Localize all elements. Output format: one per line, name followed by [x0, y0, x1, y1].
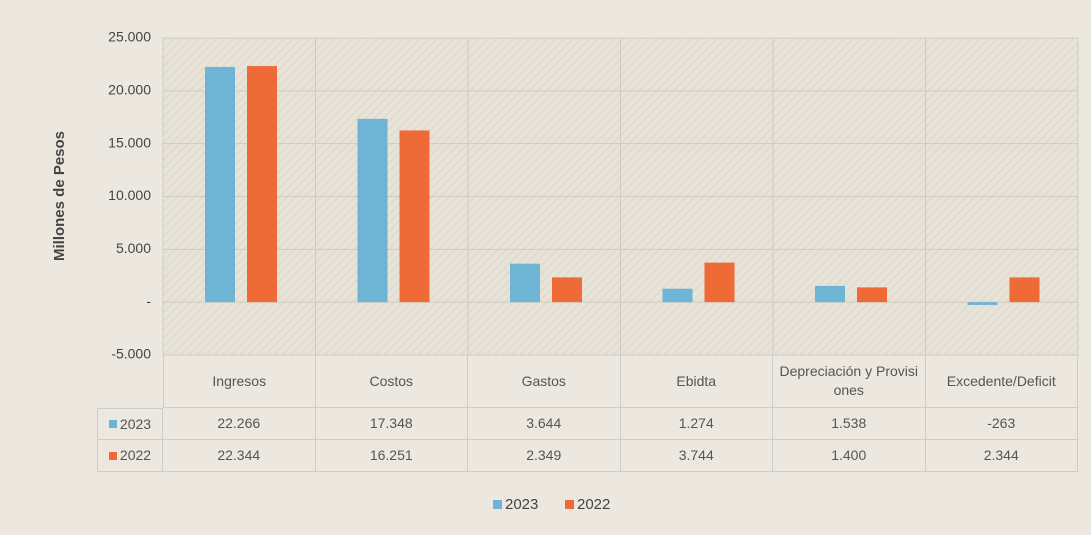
y-tick-label: 15.000	[108, 134, 151, 150]
table-value: -263	[925, 408, 1078, 440]
category-label: Costos	[315, 355, 468, 408]
y-axis-label: Millones de Pesos	[51, 131, 68, 261]
bar	[205, 66, 235, 303]
bar	[1009, 277, 1040, 303]
y-tick-label: 10.000	[108, 187, 151, 203]
table-value: 1.274	[620, 408, 773, 440]
table-value: 17.348	[315, 408, 468, 440]
bar	[662, 288, 693, 303]
table-value: 3.744	[620, 440, 773, 472]
table-value: 2.349	[468, 440, 621, 472]
legend-label: 2023	[505, 496, 539, 513]
bar	[552, 277, 582, 303]
y-tick-label: 25.000	[108, 29, 151, 45]
category-label: Ebidta	[620, 355, 773, 408]
table-row-header: 2023	[97, 408, 163, 440]
bar	[857, 287, 887, 303]
table-row-header: 2022	[97, 440, 163, 472]
legend-item: 2023	[493, 496, 538, 513]
y-tick-label: 20.000	[108, 82, 151, 98]
table-value: 22.344	[163, 440, 316, 472]
legend-key	[108, 420, 117, 428]
table-value: 22.266	[163, 408, 316, 440]
y-tick-label: 5.000	[116, 240, 151, 256]
legend-label: 2022	[577, 496, 611, 513]
bar	[967, 302, 998, 305]
category-label: Depreciación y Provisiones	[773, 355, 926, 408]
table-value: 2.344	[925, 440, 1078, 472]
bar	[399, 130, 430, 303]
legend-item: 2022	[565, 496, 610, 513]
bar	[357, 118, 388, 303]
table-value: 16.251	[315, 440, 468, 472]
y-tick-label: -	[146, 293, 151, 309]
series-name: 2023	[119, 415, 152, 432]
table-value: 1.400	[773, 440, 926, 472]
legend-key	[565, 500, 574, 509]
category-label: Ingresos	[163, 355, 316, 408]
category-label: Excedente/Deficit	[925, 355, 1078, 408]
series-name: 2022	[119, 447, 152, 463]
bar	[704, 262, 735, 303]
table-value: 1.538	[773, 408, 926, 440]
bar	[247, 66, 277, 303]
table-value: 3.644	[468, 408, 621, 440]
bar	[510, 263, 540, 303]
bar	[815, 285, 845, 303]
legend-key	[493, 500, 502, 509]
category-label: Gastos	[468, 355, 621, 408]
y-tick-label: -5.000	[111, 346, 151, 362]
legend-key	[108, 451, 117, 460]
